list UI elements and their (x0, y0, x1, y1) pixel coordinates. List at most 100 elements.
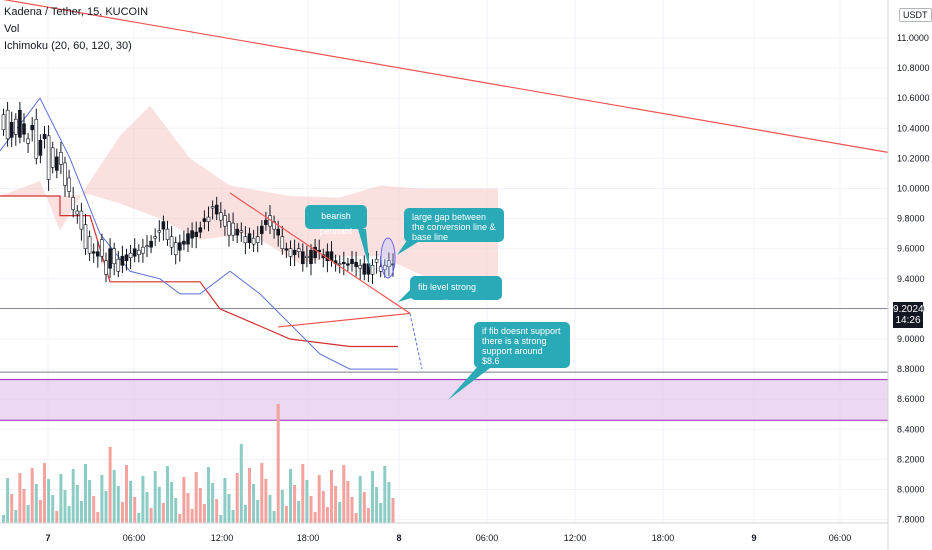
volume-bar (22, 489, 26, 523)
volume-bar (47, 479, 51, 523)
candle-body (30, 124, 35, 131)
volume-bar (149, 508, 153, 523)
volume-bar (141, 476, 145, 523)
candle-body (128, 252, 133, 259)
candle-body (178, 242, 182, 251)
candle-body (26, 138, 30, 144)
volume-bar (137, 513, 141, 523)
candle-body (276, 228, 281, 236)
candle-body (284, 248, 289, 251)
candle-body (309, 249, 313, 265)
x-tick-label: 12:00 (564, 533, 587, 543)
volume-bar (252, 484, 256, 523)
candle-body (1, 114, 6, 131)
candle-body (87, 236, 92, 254)
volume-bar (100, 475, 104, 523)
candle-body (91, 251, 96, 254)
volume-bar (317, 475, 321, 523)
candle-body (231, 222, 235, 236)
kumo-cloud (0, 105, 498, 279)
volume-bar (190, 509, 194, 523)
candle-body (305, 255, 309, 259)
candle-body (288, 248, 293, 257)
candle-body (264, 219, 268, 225)
y-tick-label: 8.8000 (897, 364, 925, 374)
volume-bar (92, 496, 96, 523)
volume-bar (129, 481, 133, 523)
volume-bar (366, 508, 370, 523)
candle-body (387, 260, 391, 268)
candle-body (83, 224, 88, 249)
volume-bar (55, 511, 59, 523)
projection-arrow (409, 313, 423, 370)
candle-body (22, 123, 26, 135)
candle-body (38, 140, 43, 156)
candle-body (104, 260, 108, 275)
candle-body (235, 228, 239, 236)
support-zone-fill (0, 379, 888, 421)
volume-bar (211, 483, 215, 523)
volume-bar (260, 463, 264, 523)
indicator-lines (0, 97, 398, 370)
callout-strong-support: if fib doesnt support there is a strong … (474, 322, 570, 368)
candle-body (5, 109, 10, 140)
volume-bar (289, 469, 292, 523)
callout-pointer-support (448, 364, 490, 400)
candle-body (255, 236, 260, 243)
volume-bar (350, 497, 354, 523)
candle-body (272, 221, 276, 230)
candle-body (243, 236, 248, 243)
candle-body (18, 109, 22, 138)
bar-countdown: 14:26 (895, 315, 921, 326)
volume-bar (170, 482, 174, 523)
volume-bar (88, 480, 92, 523)
resistance-trendline (3, 0, 889, 153)
vol-indicator-label[interactable]: Vol (4, 23, 20, 35)
x-tick-label: 8 (396, 533, 401, 543)
candle-body (9, 121, 14, 138)
volume-bar (325, 507, 329, 523)
x-tick-label: 06:00 (476, 533, 499, 543)
volume-bar (18, 473, 22, 523)
candle-body (382, 264, 387, 271)
y-tick-label: 10.6000 (897, 93, 930, 103)
callout-gap: large gap between the conversion line & … (404, 208, 504, 242)
volume-bar (51, 495, 55, 523)
candle-body (112, 248, 116, 265)
y-tick-label: 10.4000 (897, 123, 930, 133)
y-tick-label: 9.6000 (897, 244, 925, 254)
candle-body (54, 156, 59, 171)
currency-badge[interactable]: USDT (899, 8, 932, 22)
y-tick-label: 9.0000 (897, 334, 925, 344)
candle-body (223, 215, 227, 227)
volume-bar (6, 478, 10, 523)
volume-bar (219, 515, 223, 523)
y-tick-label: 10.8000 (897, 63, 930, 73)
volume-bar (223, 478, 227, 523)
volume-bar (14, 510, 18, 523)
ichimoku-cloud (0, 105, 498, 279)
volume-bar (284, 506, 288, 523)
candle-body (374, 258, 379, 263)
candle-body (34, 118, 39, 159)
volume-bar (75, 485, 79, 523)
candle-body (354, 261, 358, 268)
candles (1, 101, 395, 284)
candle-body (337, 263, 342, 266)
ichimoku-indicator-label[interactable]: Ichimoku (20, 60, 120, 30) (4, 40, 132, 52)
y-tick-label: 11.0000 (897, 33, 929, 43)
candle-body (42, 134, 47, 140)
candle-body (71, 197, 75, 210)
candle-body (169, 236, 174, 248)
chart-title: Kadena / Tether, 15, KUCOIN (4, 6, 149, 18)
volume-bar (34, 484, 38, 523)
candle-body (173, 242, 178, 256)
y-tick-label: 8.4000 (897, 424, 925, 434)
candle-body (198, 227, 203, 233)
y-tick-label: 8.2000 (897, 454, 925, 464)
candle-body (329, 251, 334, 262)
volume-bar (38, 500, 42, 523)
volume-bar (256, 500, 260, 523)
y-tick-label: 7.8000 (897, 515, 925, 525)
